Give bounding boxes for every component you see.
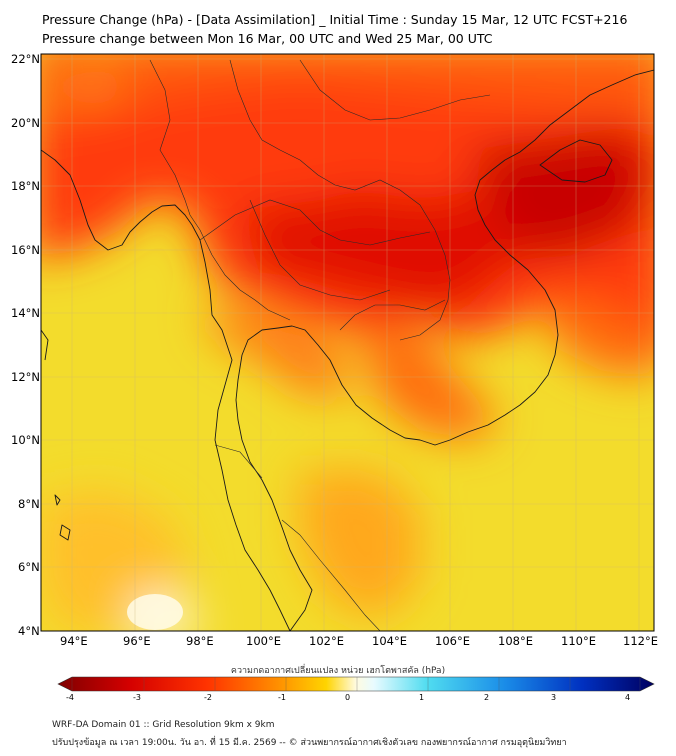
lat-label: 8°N bbox=[18, 497, 40, 511]
colorbar-tick: 2 bbox=[484, 693, 490, 702]
map-title: Pressure Change (hPa) - [Data Assimilati… bbox=[42, 12, 628, 27]
map-subtitle: Pressure change between Mon 16 Mar, 00 U… bbox=[42, 31, 493, 46]
colorbar-tick: 4 bbox=[625, 693, 631, 702]
lat-label: 20°N bbox=[11, 116, 40, 130]
colorbar-tick: 0 bbox=[345, 693, 351, 702]
lon-label: 110°E bbox=[561, 634, 596, 648]
borders bbox=[149, 59, 491, 631]
lat-label: 14°N bbox=[11, 306, 40, 320]
lon-label: 106°E bbox=[435, 634, 470, 648]
map-frame bbox=[40, 53, 655, 632]
colorbar-tick: -2 bbox=[204, 693, 212, 702]
colorbar-tick: 1 bbox=[419, 693, 425, 702]
lat-label: 6°N bbox=[18, 560, 40, 574]
colorbar-tick: 3 bbox=[551, 693, 557, 702]
lat-label: 10°N bbox=[11, 433, 40, 447]
colorbar-tick: -3 bbox=[133, 693, 141, 702]
lon-label: 94°E bbox=[60, 634, 88, 648]
colorbar-tick: -4 bbox=[66, 693, 74, 702]
lat-label: 16°N bbox=[11, 243, 40, 257]
lon-label: 96°E bbox=[123, 634, 151, 648]
lat-label: 4°N bbox=[18, 624, 40, 638]
lat-label: 22°N bbox=[11, 52, 40, 66]
lon-label: 98°E bbox=[186, 634, 214, 648]
pressure-field bbox=[41, 54, 654, 631]
lon-label: 108°E bbox=[498, 634, 533, 648]
footer-model-info: WRF-DA Domain 01 :: Grid Resolution 9km … bbox=[52, 720, 275, 730]
lon-label: 112°E bbox=[623, 634, 658, 648]
footer-credits: ปรับปรุงข้อมูล ณ เวลา 19:00น. วัน อา. ที… bbox=[52, 738, 567, 748]
colorbar bbox=[57, 676, 655, 692]
graticule bbox=[41, 54, 654, 631]
lon-label: 104°E bbox=[372, 634, 407, 648]
lat-label: 12°N bbox=[11, 370, 40, 384]
lon-label: 102°E bbox=[309, 634, 344, 648]
colorbar-tick: -1 bbox=[278, 693, 286, 702]
coastlines bbox=[41, 69, 654, 631]
lon-label: 100°E bbox=[246, 634, 281, 648]
colorbar-title: ความกดอากาศเปลี่ยนแปลง หน่วย เฮกโตพาสคัล… bbox=[230, 666, 446, 676]
lat-label: 18°N bbox=[11, 179, 40, 193]
